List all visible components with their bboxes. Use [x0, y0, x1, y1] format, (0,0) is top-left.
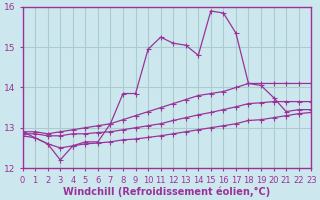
X-axis label: Windchill (Refroidissement éolien,°C): Windchill (Refroidissement éolien,°C): [63, 186, 270, 197]
